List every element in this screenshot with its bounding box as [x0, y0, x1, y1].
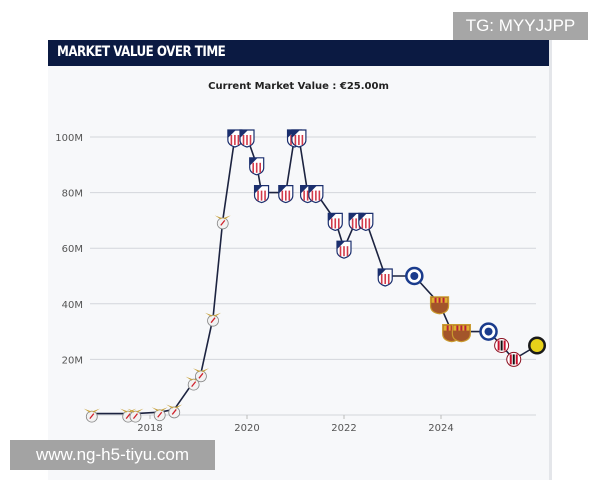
club-marker-benfica	[192, 368, 209, 383]
atletico-crest-detail	[249, 157, 258, 166]
club-marker-benfica	[214, 215, 231, 230]
x-tick-label: 2024	[428, 423, 453, 434]
club-marker-atletico	[278, 185, 294, 204]
value-line	[91, 136, 538, 415]
chart-card: MARKET VALUE OVER TIME Current Market Va…	[48, 40, 552, 480]
club-marker-yellow	[528, 336, 547, 355]
benfica-crest-detail	[191, 381, 197, 388]
atletico-crest-detail	[308, 185, 317, 194]
atletico-crest-detail	[227, 130, 236, 138]
y-tick-label: 100M	[55, 133, 83, 144]
club-marker-benfica	[151, 407, 168, 422]
x-tick-label: 2018	[137, 423, 162, 434]
club-marker-benfica	[205, 312, 222, 327]
club-marker-benfica	[127, 408, 144, 423]
club-marker-atletico	[327, 212, 343, 232]
benfica-crest-detail	[210, 317, 216, 324]
club-marker-benfica	[83, 408, 100, 423]
barcelona-stripe	[438, 297, 441, 303]
club-marker-atletico	[377, 268, 393, 287]
benfica-eagle-icon	[83, 408, 100, 413]
chart-header: MARKET VALUE OVER TIME	[48, 40, 549, 66]
club-crest-detail	[530, 339, 544, 352]
club-marker-atletico	[253, 185, 270, 204]
market-value-chart: 20M 40M 60M 80M 100M 2018 2020 2022 2024	[55, 129, 547, 434]
club-marker-atletico	[249, 157, 265, 176]
y-tick-label: 80M	[62, 189, 83, 200]
benfica-crest-detail	[89, 413, 95, 420]
barcelona-stripe	[464, 325, 467, 331]
atletico-crest-detail	[278, 185, 287, 194]
atletico-crest-detail	[254, 185, 263, 194]
chelsea-crest-detail	[484, 327, 493, 336]
benfica-eagle-icon	[205, 312, 222, 317]
club-marker-barcelona	[451, 324, 471, 343]
y-tick-label: 40M	[62, 300, 83, 311]
barcelona-stripe	[434, 297, 437, 303]
club-marker-atletico	[227, 129, 243, 148]
chelsea-crest-detail	[410, 272, 419, 280]
watermark-telegram: TG: MYYJJPP	[453, 12, 588, 40]
club-marker-atletico	[308, 185, 324, 204]
benfica-eagle-icon	[127, 408, 144, 413]
y-tick-label: 20M	[62, 355, 83, 366]
club-marker-benfica	[166, 404, 183, 419]
atletico-crest-detail	[378, 269, 387, 277]
benfica-eagle-icon	[166, 404, 183, 409]
benfica-crest-detail	[220, 219, 226, 226]
benfica-crest-detail	[198, 372, 204, 379]
current-market-value: Current Market Value : €25.00m	[208, 81, 389, 92]
atletico-crest-detail	[358, 213, 367, 222]
club-marker-barcelona	[429, 296, 450, 315]
barcelona-stripe	[450, 325, 453, 331]
atletico-crest-detail	[349, 213, 358, 222]
club-marker-milan	[494, 338, 510, 353]
barcelona-stripe	[446, 325, 449, 331]
benfica-eagle-icon	[214, 215, 231, 220]
atletico-crest-detail	[328, 213, 337, 222]
chart-title: MARKET VALUE OVER TIME	[57, 44, 226, 60]
benfica-eagle-icon	[192, 368, 209, 373]
atletico-crest-detail	[240, 130, 248, 138]
atletico-crest-detail	[300, 185, 309, 194]
club-marker-atletico	[358, 212, 374, 232]
benfica-crest-detail	[125, 413, 131, 420]
club-marker-milan	[506, 351, 522, 367]
x-tick-label: 2022	[331, 423, 356, 434]
barcelona-stripe	[456, 325, 459, 331]
atletico-crest-detail	[291, 130, 300, 138]
club-marker-atletico	[291, 129, 307, 148]
barcelona-stripe	[442, 297, 445, 303]
club-marker-chelsea	[479, 322, 498, 341]
x-tick-label: 2020	[234, 423, 259, 434]
y-tick-label: 60M	[62, 244, 83, 255]
benfica-eagle-icon	[185, 376, 202, 381]
benfica-eagle-icon	[151, 407, 168, 412]
benfica-crest-detail	[171, 409, 177, 415]
club-marker-chelsea	[405, 266, 424, 286]
atletico-crest-detail	[337, 241, 345, 250]
barcelona-stripe	[460, 325, 463, 331]
benfica-crest-detail	[157, 411, 163, 418]
watermark-website: www.ng-h5-tiyu.com	[10, 440, 215, 470]
club-marker-atletico	[239, 129, 255, 148]
club-marker-atletico	[336, 240, 352, 259]
benfica-eagle-icon	[120, 408, 137, 413]
club-marker-benfica	[185, 376, 202, 391]
benfica-crest-detail	[132, 413, 138, 420]
